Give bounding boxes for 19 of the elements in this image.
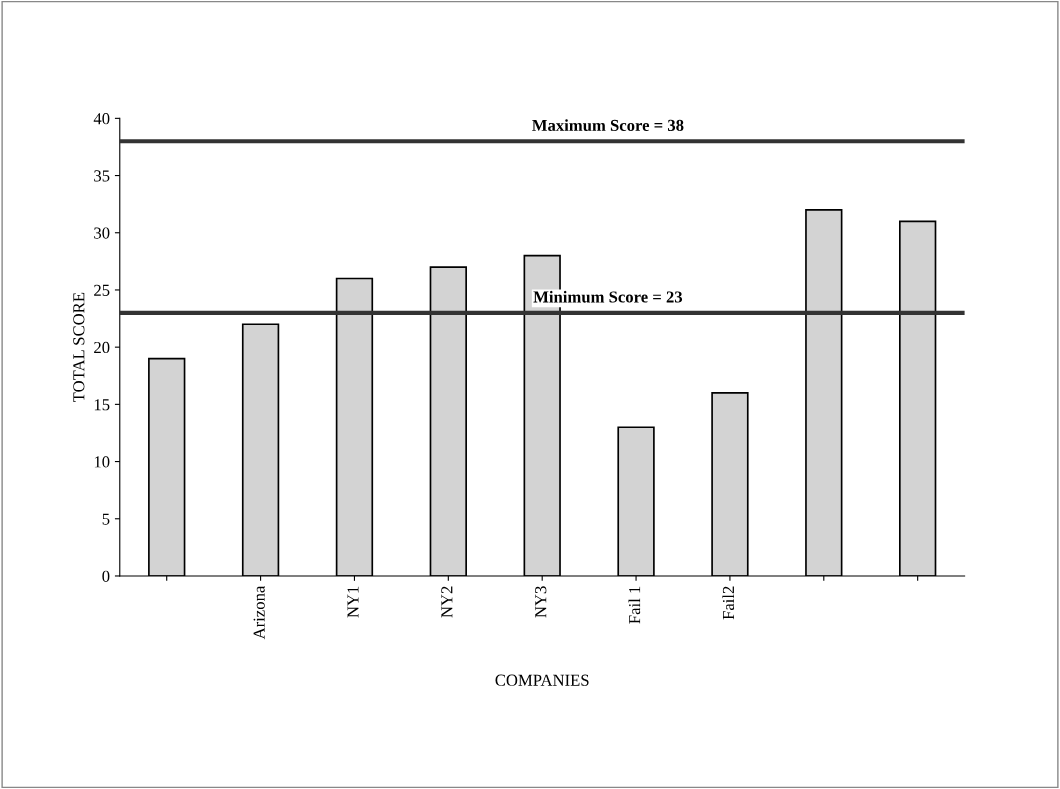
y-tick-label: 35 [94, 170, 110, 182]
x-tick-label: Fail2 [722, 586, 735, 620]
x-tick-label: Arizona [253, 585, 265, 640]
ref-line-label: Maximum Score = 38 [532, 119, 684, 132]
y-axis-title: TOTAL SCORE [73, 292, 85, 402]
y-tick-label: 0 [102, 570, 110, 582]
x-tick-label: NY1 [347, 586, 359, 618]
y-tick-label: 20 [94, 341, 110, 354]
y-tick-label: 30 [94, 227, 110, 239]
x-tick-label: Fail 1 [628, 586, 641, 624]
ref-line-label: Minimum Score = 23 [533, 290, 683, 303]
x-axis-title: COMPANIES [495, 674, 589, 686]
x-tick-label: NY2 [441, 586, 453, 618]
y-tick-label: 15 [94, 399, 110, 411]
y-tick-label: 25 [94, 284, 110, 296]
y-tick-label: 40 [93, 113, 110, 125]
y-tick-label: 5 [102, 513, 110, 525]
y-tick-label: 10 [94, 456, 110, 468]
x-tick-label: NY3 [535, 586, 547, 618]
